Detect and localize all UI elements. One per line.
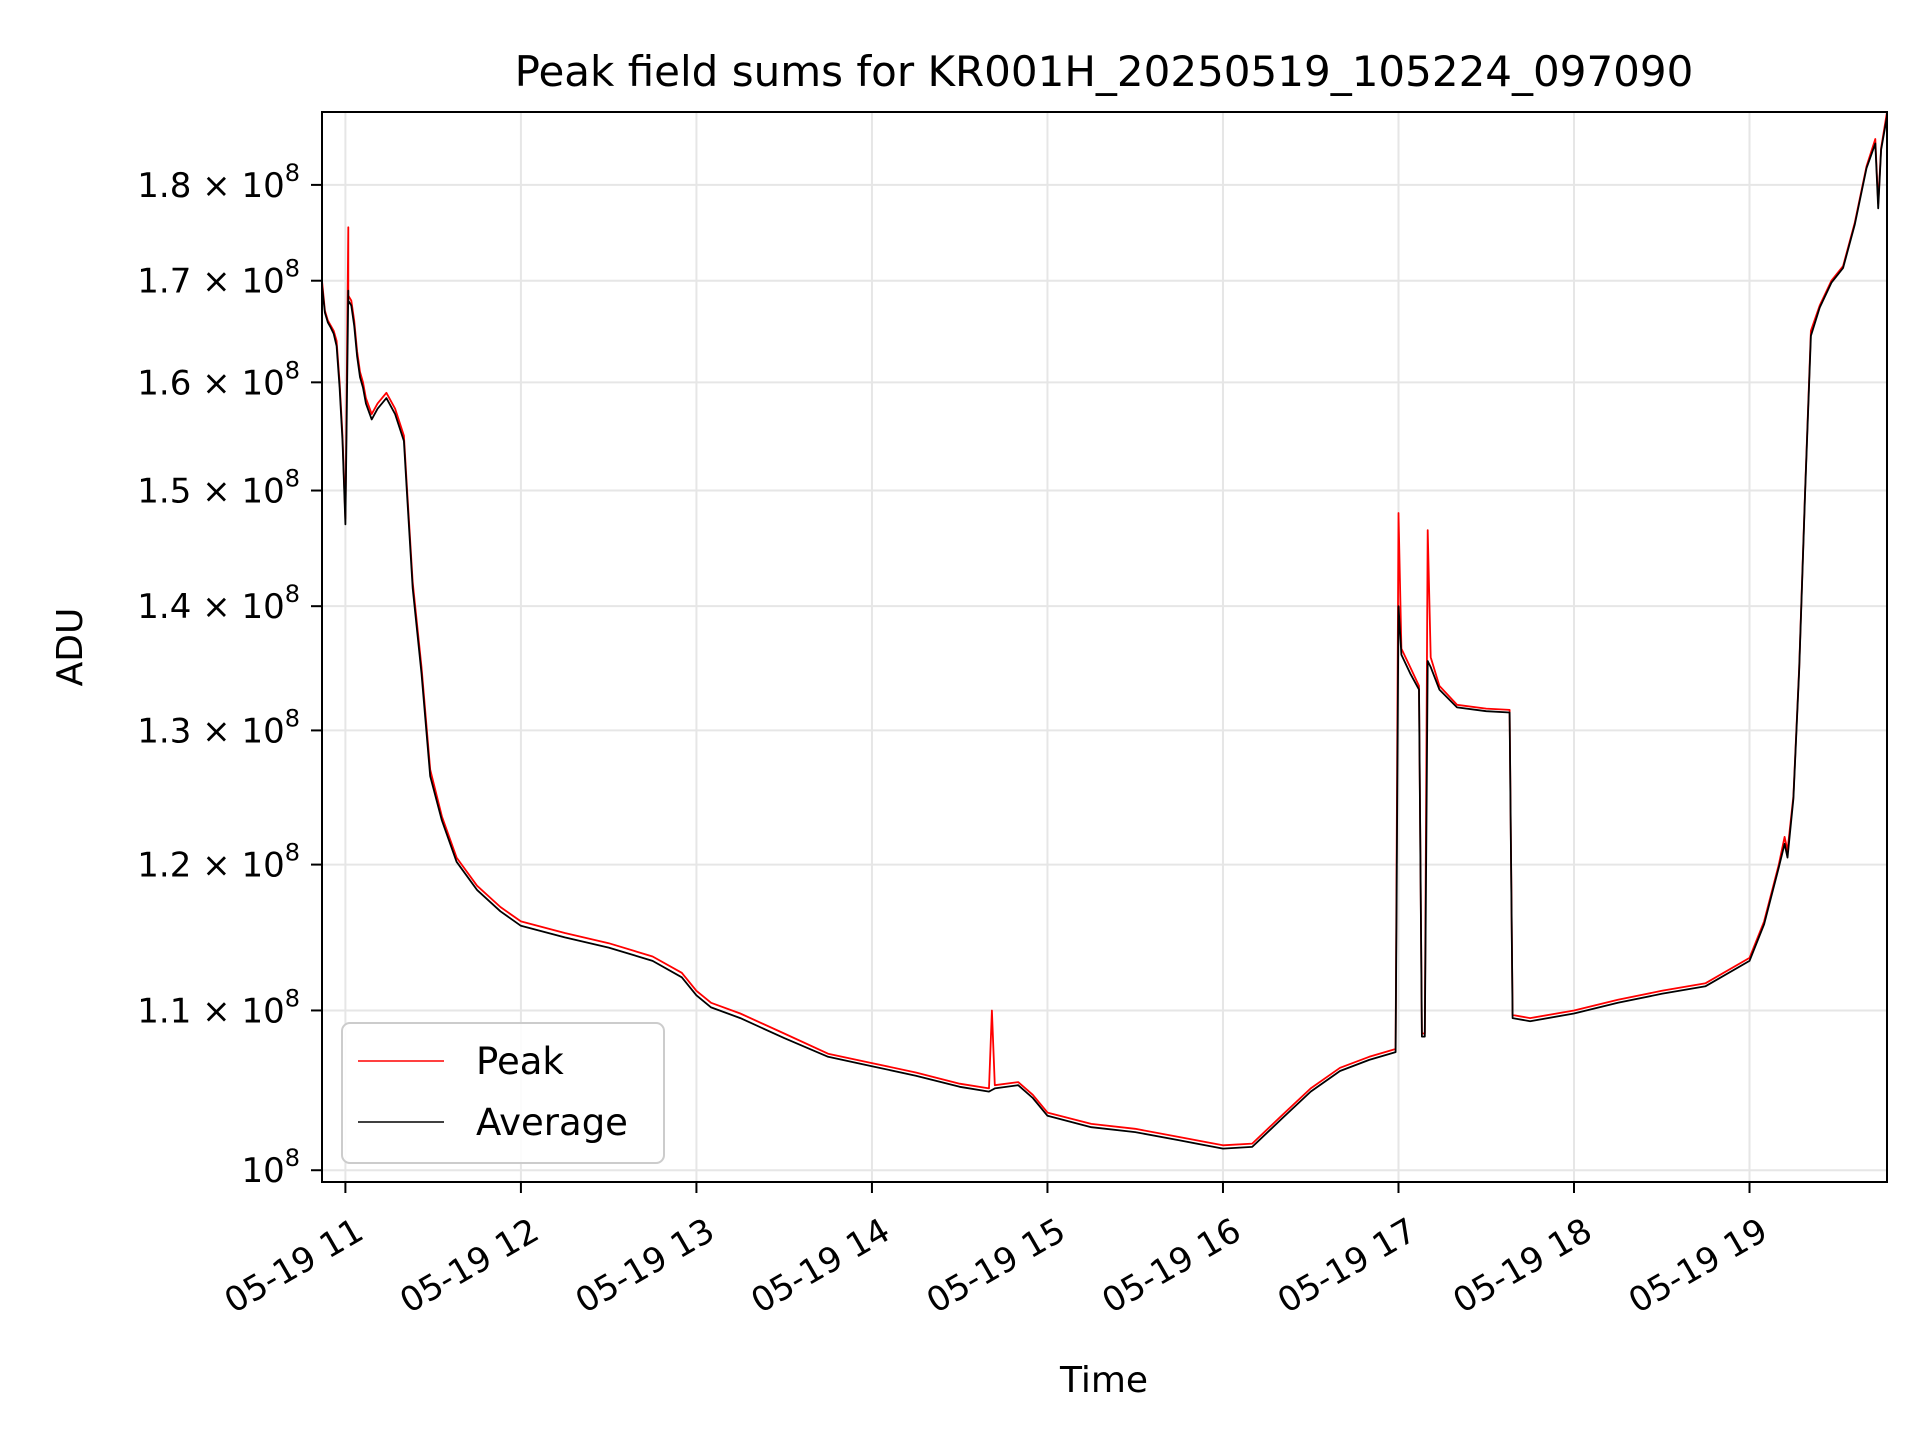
y-tick-label: 1.1 × 108 xyxy=(137,984,300,1031)
y-tick-label: 1.4 × 108 xyxy=(137,580,300,627)
y-tick-label: 1.2 × 108 xyxy=(137,839,300,886)
y-tick-label: 1.5 × 108 xyxy=(137,465,300,512)
series-line-average xyxy=(321,116,1888,1150)
legend-label-average: Average xyxy=(476,1101,628,1144)
y-tick-label: 1.7 × 108 xyxy=(137,255,300,302)
y-tick-label: 108 xyxy=(241,1144,300,1191)
y-tick-label: 1.8 × 108 xyxy=(137,159,300,206)
legend: Peak Average xyxy=(341,1022,665,1164)
y-axis-label: ADU xyxy=(50,608,91,687)
grid xyxy=(322,112,1887,1182)
legend-box xyxy=(341,1022,665,1164)
series-lines xyxy=(321,111,1888,1150)
y-tick-label: 1.6 × 108 xyxy=(137,356,300,403)
chart-title: Peak field sums for KR001H_20250519_1052… xyxy=(515,47,1694,96)
x-axis-label: Time xyxy=(1059,1360,1148,1401)
legend-label-peak: Peak xyxy=(476,1040,564,1083)
plot-frame xyxy=(321,111,1888,1183)
y-tick-label: 1.3 × 108 xyxy=(137,704,300,751)
